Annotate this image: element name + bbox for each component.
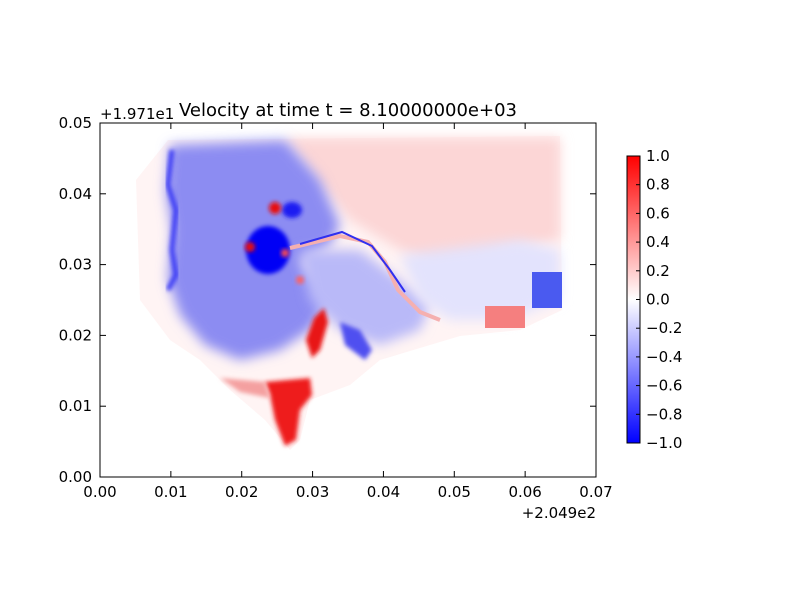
y-axis: 0.00 0.01 0.02 0.03 0.04 0.05 <box>59 114 596 486</box>
x-tick-label: 0.02 <box>225 483 258 501</box>
colorbar-tick-label: −0.2 <box>646 319 682 337</box>
x-tick-label: 0.03 <box>296 483 329 501</box>
field-coast-streak-blue <box>299 230 406 293</box>
field-east-stair <box>485 306 525 328</box>
field-eddy <box>246 226 290 274</box>
field-east-band <box>400 240 560 320</box>
colorbar-tick-label: −0.4 <box>646 348 682 366</box>
y-tick-label: 0.03 <box>59 256 92 274</box>
y-tick-label: 0.02 <box>59 326 92 344</box>
colorbar-axis: 1.0 0.8 0.6 0.4 0.2 0.0 −0.2 −0.4 −0.6 −0.8 −1.0 <box>636 147 682 452</box>
field-blob-2 <box>245 242 255 252</box>
field-northeast <box>285 138 560 270</box>
field-blob-4 <box>281 249 289 257</box>
y-tick-label: 0.00 <box>59 468 92 486</box>
field-eddy-2 <box>282 202 302 218</box>
field-west-light <box>300 250 430 345</box>
y-tick-label: 0.04 <box>59 185 92 203</box>
colorbar-tick-label: 0.8 <box>646 176 670 194</box>
field-coast-edge <box>165 149 179 292</box>
field-south-plume-tail <box>220 378 270 398</box>
colorbar-tick-label: −0.6 <box>646 377 682 395</box>
heatmap-field <box>136 136 562 450</box>
field-blob-1 <box>269 202 281 214</box>
colorbar-tick-label: 0.4 <box>646 233 670 251</box>
y-offset-label: +1.971e1 <box>100 105 174 123</box>
x-tick-label: 0.01 <box>154 483 187 501</box>
colorbar-tick-label: 0.6 <box>646 204 670 222</box>
x-tick-label: 0.06 <box>508 483 541 501</box>
field-channel-blue <box>340 322 372 360</box>
x-tick-label: 0.04 <box>367 483 400 501</box>
field-channel-jet <box>306 308 328 358</box>
colorbar-tick-label: 1.0 <box>646 147 670 165</box>
x-offset-label: +2.049e2 <box>522 504 596 522</box>
plot-frame <box>99 122 597 478</box>
y-tick-label: 0.05 <box>59 114 92 132</box>
colorbar-tick-label: 0.0 <box>646 291 670 309</box>
field-blob-3 <box>296 276 304 284</box>
colorbar-tick-label: −0.8 <box>646 405 682 423</box>
x-tick-label: 0.05 <box>438 483 471 501</box>
chart-title: Velocity at time t = 8.10000000e+03 <box>179 100 517 121</box>
x-tick-label: 0.07 <box>579 483 612 501</box>
field-south-plume <box>265 378 312 446</box>
x-tick-label: 0.00 <box>83 483 116 501</box>
y-tick-label: 0.01 <box>59 397 92 415</box>
field-east-pocket <box>532 272 562 308</box>
x-axis: 0.00 0.01 0.02 0.03 0.04 0.05 0.06 0.07 <box>83 123 613 501</box>
colorbar-tick-label: 0.2 <box>646 262 670 280</box>
colorbar-tick-label: −1.0 <box>646 434 682 452</box>
